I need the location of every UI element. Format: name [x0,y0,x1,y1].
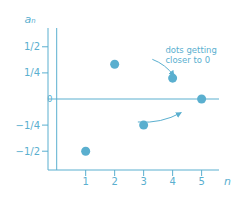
svg-text:n: n [224,175,231,188]
svg-text:4: 4 [169,176,175,187]
svg-text:0: 0 [47,94,52,104]
svg-text:2: 2 [111,176,117,187]
svg-text:3: 3 [140,176,146,187]
svg-text:dots gettingcloser to 0: dots gettingcloser to 0 [165,45,217,65]
svg-text:−1/2: −1/2 [16,146,40,157]
svg-text:1/2: 1/2 [24,41,40,52]
svg-text:5: 5 [198,176,204,187]
svg-text:−1/4: −1/4 [16,120,40,131]
svg-text:1: 1 [82,176,88,187]
svg-text:aₙ: aₙ [24,13,35,26]
svg-text:1/4: 1/4 [24,67,40,78]
